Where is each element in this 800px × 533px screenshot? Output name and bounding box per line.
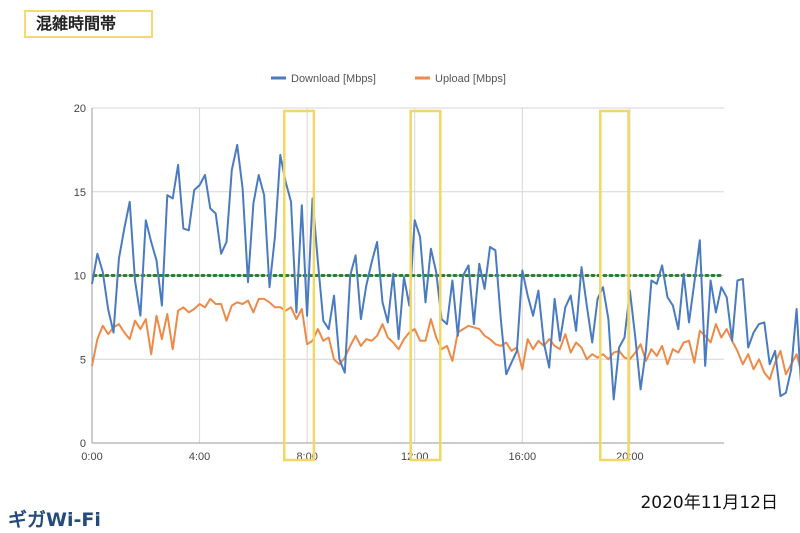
date-label: 2020年11月12日	[640, 493, 778, 513]
y-axis-ticks: 0 5 10 15 20	[74, 103, 86, 450]
x-axis-ticks: 0:00 4:00 8:00 12:00 16:00 20:00	[81, 451, 643, 463]
upload-series-line	[91, 297, 800, 381]
x-tick-label: 4:00	[189, 451, 210, 463]
y-tick-label: 15	[74, 187, 86, 199]
page-title: 混雑時間帯	[24, 10, 153, 38]
congestion-highlight-box	[409, 109, 442, 462]
congestion-highlights	[283, 109, 630, 462]
y-tick-label: 10	[74, 271, 86, 283]
chart-legend: Download [Mbps] Upload [Mbps]	[271, 73, 506, 85]
brand-logo: ギガWi-Fi	[8, 509, 101, 531]
download-series-line	[91, 143, 800, 401]
y-tick-label: 20	[74, 103, 86, 115]
congestion-highlight-box	[283, 109, 316, 462]
y-tick-label: 0	[80, 438, 86, 450]
legend-download-label: Download [Mbps]	[291, 73, 376, 85]
legend-upload-label: Upload [Mbps]	[435, 73, 506, 85]
y-tick-label: 5	[80, 354, 86, 366]
congestion-highlight-box	[599, 109, 630, 462]
x-tick-label: 0:00	[81, 451, 102, 463]
x-tick-label: 16:00	[509, 451, 537, 463]
